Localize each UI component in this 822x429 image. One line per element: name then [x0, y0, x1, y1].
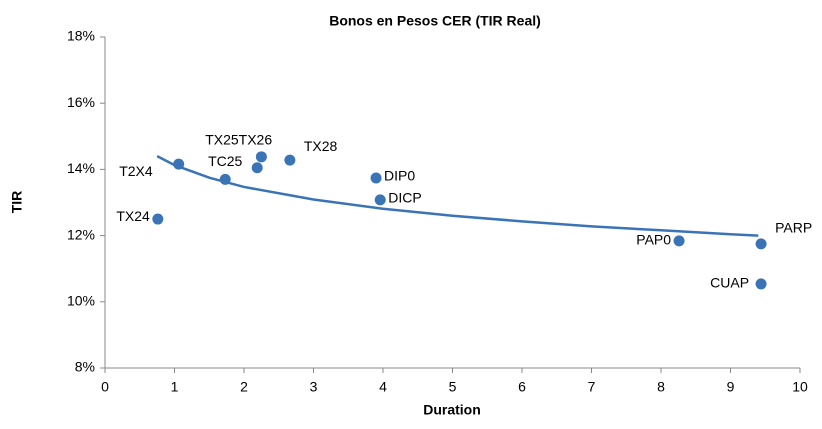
point [173, 158, 185, 170]
y-tick-label: 10% [67, 293, 95, 309]
point-label: DIP0 [384, 168, 415, 184]
point-label: PAP0 [636, 232, 671, 248]
x-tick-label: 9 [727, 379, 735, 395]
y-tick-label: 8% [75, 359, 95, 375]
point-label: TX28 [304, 138, 338, 154]
point-label: DICP [388, 190, 421, 206]
x-tick-label: 3 [310, 379, 318, 395]
point-label: T2X4 [119, 163, 153, 179]
point-label: TX25 [205, 131, 239, 147]
point-label: CUAP [710, 275, 749, 291]
x-axis-label: Duration [423, 402, 481, 418]
x-tick-label: 8 [657, 379, 665, 395]
trendline [156, 155, 759, 237]
point [755, 238, 767, 250]
x-tick-label: 4 [379, 379, 387, 395]
point [755, 278, 767, 290]
point [284, 154, 296, 166]
x-tick-label: 6 [518, 379, 526, 395]
point [251, 162, 263, 174]
point-label: TX24 [116, 208, 150, 224]
x-tick-label: 2 [240, 379, 248, 395]
x-tick-label: 10 [792, 379, 808, 395]
point [219, 173, 231, 185]
y-tick-label: 18% [67, 28, 95, 44]
y-tick-label: 12% [67, 226, 95, 242]
chart-title: Bonos en Pesos CER (TIR Real) [329, 13, 541, 29]
x-tick-label: 0 [101, 379, 109, 395]
point [673, 235, 685, 247]
point-label: PARP [775, 220, 812, 236]
point-label: TX26 [239, 132, 273, 148]
point [370, 172, 382, 184]
x-tick-label: 7 [588, 379, 596, 395]
y-axis-label: TIR [9, 191, 25, 214]
point-label: TC25 [208, 153, 242, 169]
point [374, 194, 386, 206]
x-tick-label: 5 [449, 379, 457, 395]
point [152, 213, 164, 225]
x-tick-label: 1 [171, 379, 179, 395]
point [255, 151, 267, 163]
y-tick-label: 14% [67, 160, 95, 176]
y-tick-label: 16% [67, 94, 95, 110]
